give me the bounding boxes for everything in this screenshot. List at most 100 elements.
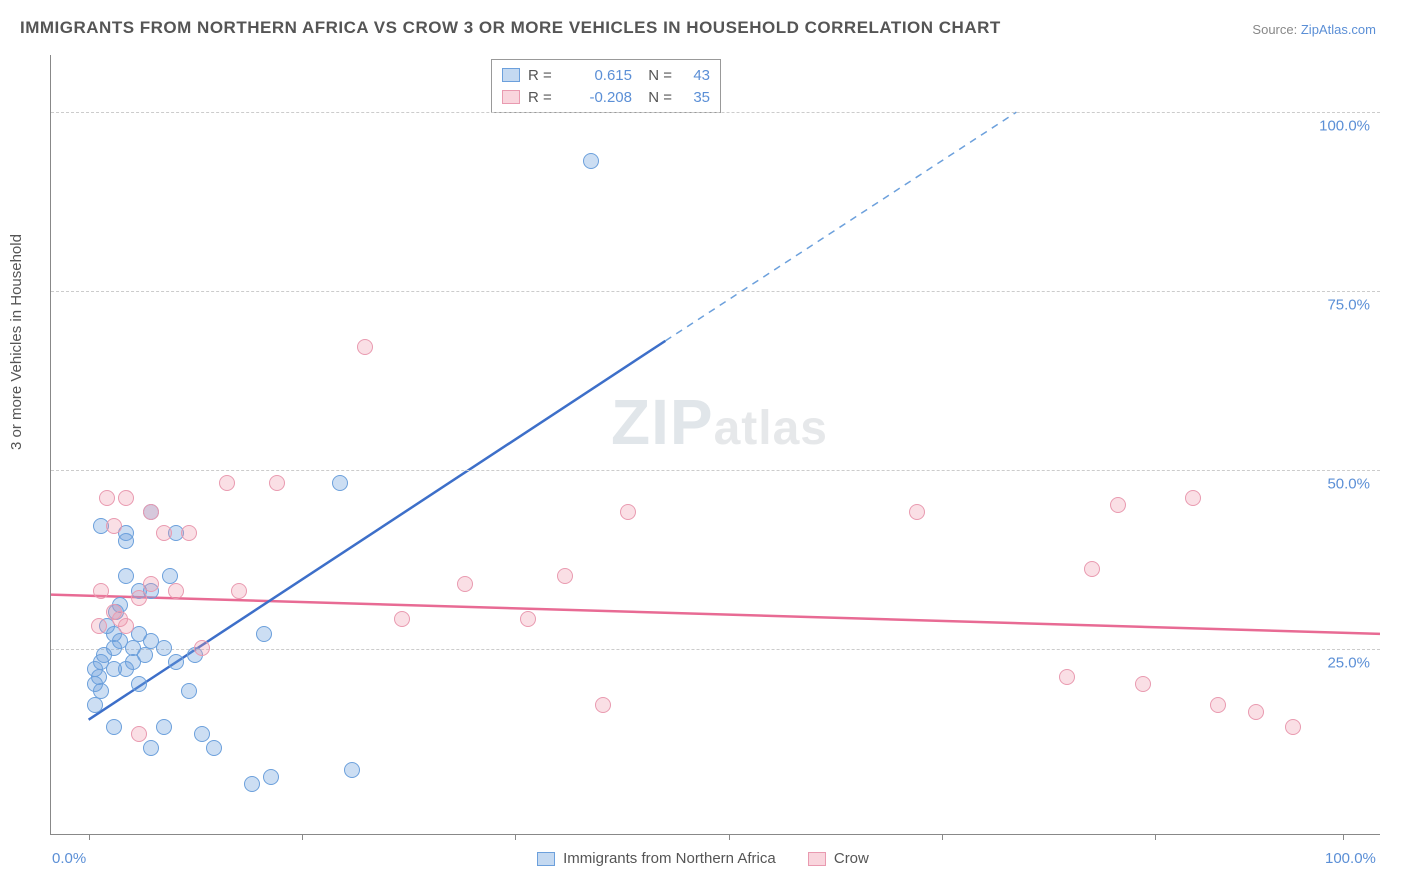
- x-tick: [515, 834, 516, 840]
- data-point: [332, 475, 348, 491]
- legend-item: Crow: [808, 850, 869, 867]
- data-point: [156, 640, 172, 656]
- data-point: [194, 726, 210, 742]
- data-point: [118, 568, 134, 584]
- legend-series: Immigrants from Northern Africa Crow: [0, 850, 1406, 870]
- data-point: [344, 762, 360, 778]
- data-point: [156, 525, 172, 541]
- data-point: [118, 533, 134, 549]
- gridline: [51, 470, 1380, 471]
- legend-swatch-blue: [502, 68, 520, 82]
- data-point: [263, 769, 279, 785]
- data-point: [106, 719, 122, 735]
- n-value: 35: [680, 89, 710, 106]
- x-tick-label: 0.0%: [52, 850, 86, 867]
- data-point: [181, 525, 197, 541]
- legend-swatch-pink: [808, 852, 826, 866]
- gridline: [51, 649, 1380, 650]
- x-tick: [729, 834, 730, 840]
- watermark: ZIPatlas: [611, 385, 828, 459]
- data-point: [1185, 490, 1201, 506]
- trendlines-svg: [51, 55, 1380, 834]
- data-point: [244, 776, 260, 792]
- data-point: [231, 583, 247, 599]
- data-point: [93, 583, 109, 599]
- legend-label: Crow: [834, 850, 869, 867]
- legend-swatch-pink: [502, 90, 520, 104]
- data-point: [131, 676, 147, 692]
- r-label: R =: [528, 89, 564, 106]
- data-point: [91, 618, 107, 634]
- chart-title: IMMIGRANTS FROM NORTHERN AFRICA VS CROW …: [20, 18, 1001, 38]
- legend-stats-row: R = 0.615 N = 43: [502, 64, 710, 86]
- data-point: [620, 504, 636, 520]
- data-point: [595, 697, 611, 713]
- r-value: 0.615: [572, 67, 632, 84]
- data-point: [143, 576, 159, 592]
- data-point: [106, 518, 122, 534]
- legend-item: Immigrants from Northern Africa: [537, 850, 776, 867]
- data-point: [181, 683, 197, 699]
- data-point: [357, 339, 373, 355]
- x-tick: [89, 834, 90, 840]
- x-tick-label: 100.0%: [1325, 850, 1376, 867]
- data-point: [168, 583, 184, 599]
- data-point: [206, 740, 222, 756]
- data-point: [909, 504, 925, 520]
- source-name[interactable]: ZipAtlas.com: [1301, 22, 1376, 37]
- data-point: [1059, 669, 1075, 685]
- data-point: [1285, 719, 1301, 735]
- data-point: [156, 719, 172, 735]
- data-point: [1084, 561, 1100, 577]
- x-tick: [1343, 834, 1344, 840]
- n-label: N =: [640, 67, 672, 84]
- data-point: [520, 611, 536, 627]
- data-point: [269, 475, 285, 491]
- x-tick: [302, 834, 303, 840]
- data-point: [137, 647, 153, 663]
- r-label: R =: [528, 67, 564, 84]
- data-point: [143, 740, 159, 756]
- data-point: [1110, 497, 1126, 513]
- data-point: [143, 504, 159, 520]
- data-point: [1210, 697, 1226, 713]
- legend-swatch-blue: [537, 852, 555, 866]
- x-tick: [942, 834, 943, 840]
- source-label: Source:: [1252, 22, 1297, 37]
- data-point: [256, 626, 272, 642]
- source-attribution: Source: ZipAtlas.com: [1252, 22, 1376, 37]
- n-label: N =: [640, 89, 672, 106]
- y-axis-label: 3 or more Vehicles in Household: [8, 234, 25, 450]
- data-point: [168, 654, 184, 670]
- data-point: [131, 726, 147, 742]
- data-point: [194, 640, 210, 656]
- r-value: -0.208: [572, 89, 632, 106]
- data-point: [219, 475, 235, 491]
- gridline: [51, 112, 1380, 113]
- watermark-bold: ZIP: [611, 386, 714, 458]
- legend-stats-row: R = -0.208 N = 35: [502, 86, 710, 108]
- data-point: [99, 490, 115, 506]
- data-point: [118, 490, 134, 506]
- scatter-plot: ZIPatlas R = 0.615 N = 43 R = -0.208 N =…: [50, 55, 1380, 835]
- gridline: [51, 291, 1380, 292]
- data-point: [583, 153, 599, 169]
- x-tick: [1155, 834, 1156, 840]
- y-tick-label: 75.0%: [1327, 297, 1370, 314]
- legend-stats-box: R = 0.615 N = 43 R = -0.208 N = 35: [491, 59, 721, 113]
- data-point: [87, 697, 103, 713]
- legend-label: Immigrants from Northern Africa: [563, 850, 776, 867]
- data-point: [394, 611, 410, 627]
- data-point: [557, 568, 573, 584]
- y-tick-label: 50.0%: [1327, 476, 1370, 493]
- data-point: [1248, 704, 1264, 720]
- data-point: [457, 576, 473, 592]
- data-point: [131, 590, 147, 606]
- data-point: [118, 618, 134, 634]
- n-value: 43: [680, 67, 710, 84]
- data-point: [1135, 676, 1151, 692]
- watermark-light: atlas: [714, 402, 828, 455]
- data-point: [93, 683, 109, 699]
- y-tick-label: 25.0%: [1327, 654, 1370, 671]
- y-tick-label: 100.0%: [1319, 118, 1370, 135]
